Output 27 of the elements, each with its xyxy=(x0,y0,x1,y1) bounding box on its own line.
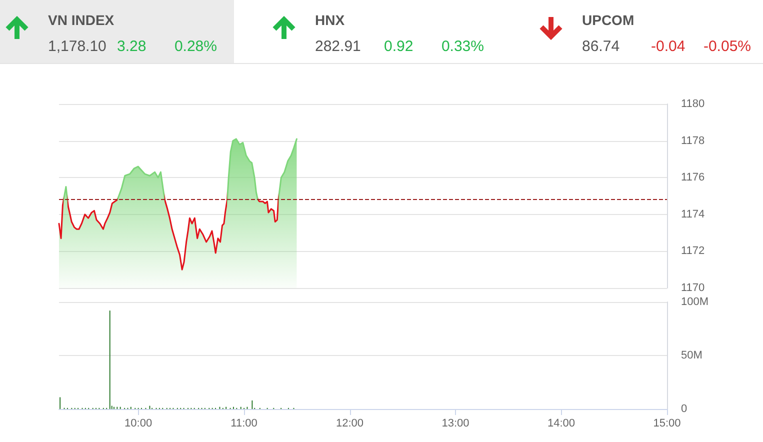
category-label: HNX xyxy=(315,12,345,28)
y-tick-label: 1180 xyxy=(681,98,705,110)
y-tick-label: 1178 xyxy=(681,134,705,147)
data-label: 3.28 xyxy=(117,38,146,55)
y-tick-label: 100M xyxy=(681,296,709,308)
x-tick-label: 11:00 xyxy=(230,418,258,430)
data-label: 86.74 xyxy=(582,38,620,55)
x-tick-label: 13:00 xyxy=(442,418,470,430)
x-tick-label: 12:00 xyxy=(336,418,364,430)
data-label: 0.92 xyxy=(384,38,414,55)
data-label: 1,178.10 xyxy=(48,38,106,55)
x-tick-label: 14:00 xyxy=(547,418,576,430)
data-label: -0.05% xyxy=(703,38,751,55)
x-tick-label: 10:00 xyxy=(124,418,152,430)
y-tick-label: 1174 xyxy=(681,208,705,220)
category-label: VN INDEX xyxy=(48,12,114,28)
y-tick-label: 1176 xyxy=(681,172,705,184)
data-label: -0.04 xyxy=(651,38,686,55)
data-label: 0.28% xyxy=(174,38,217,55)
y-tick-label: 1170 xyxy=(681,282,705,294)
category-label: UPCOM xyxy=(582,12,634,28)
data-label: 282.91 xyxy=(315,38,361,55)
y-tick-label: 50M xyxy=(681,350,702,362)
x-tick-label: 15:00 xyxy=(653,418,681,430)
y-tick-label: 1172 xyxy=(681,245,705,258)
data-label: 0.33% xyxy=(441,38,484,55)
y-tick-label: 0 xyxy=(681,403,688,415)
